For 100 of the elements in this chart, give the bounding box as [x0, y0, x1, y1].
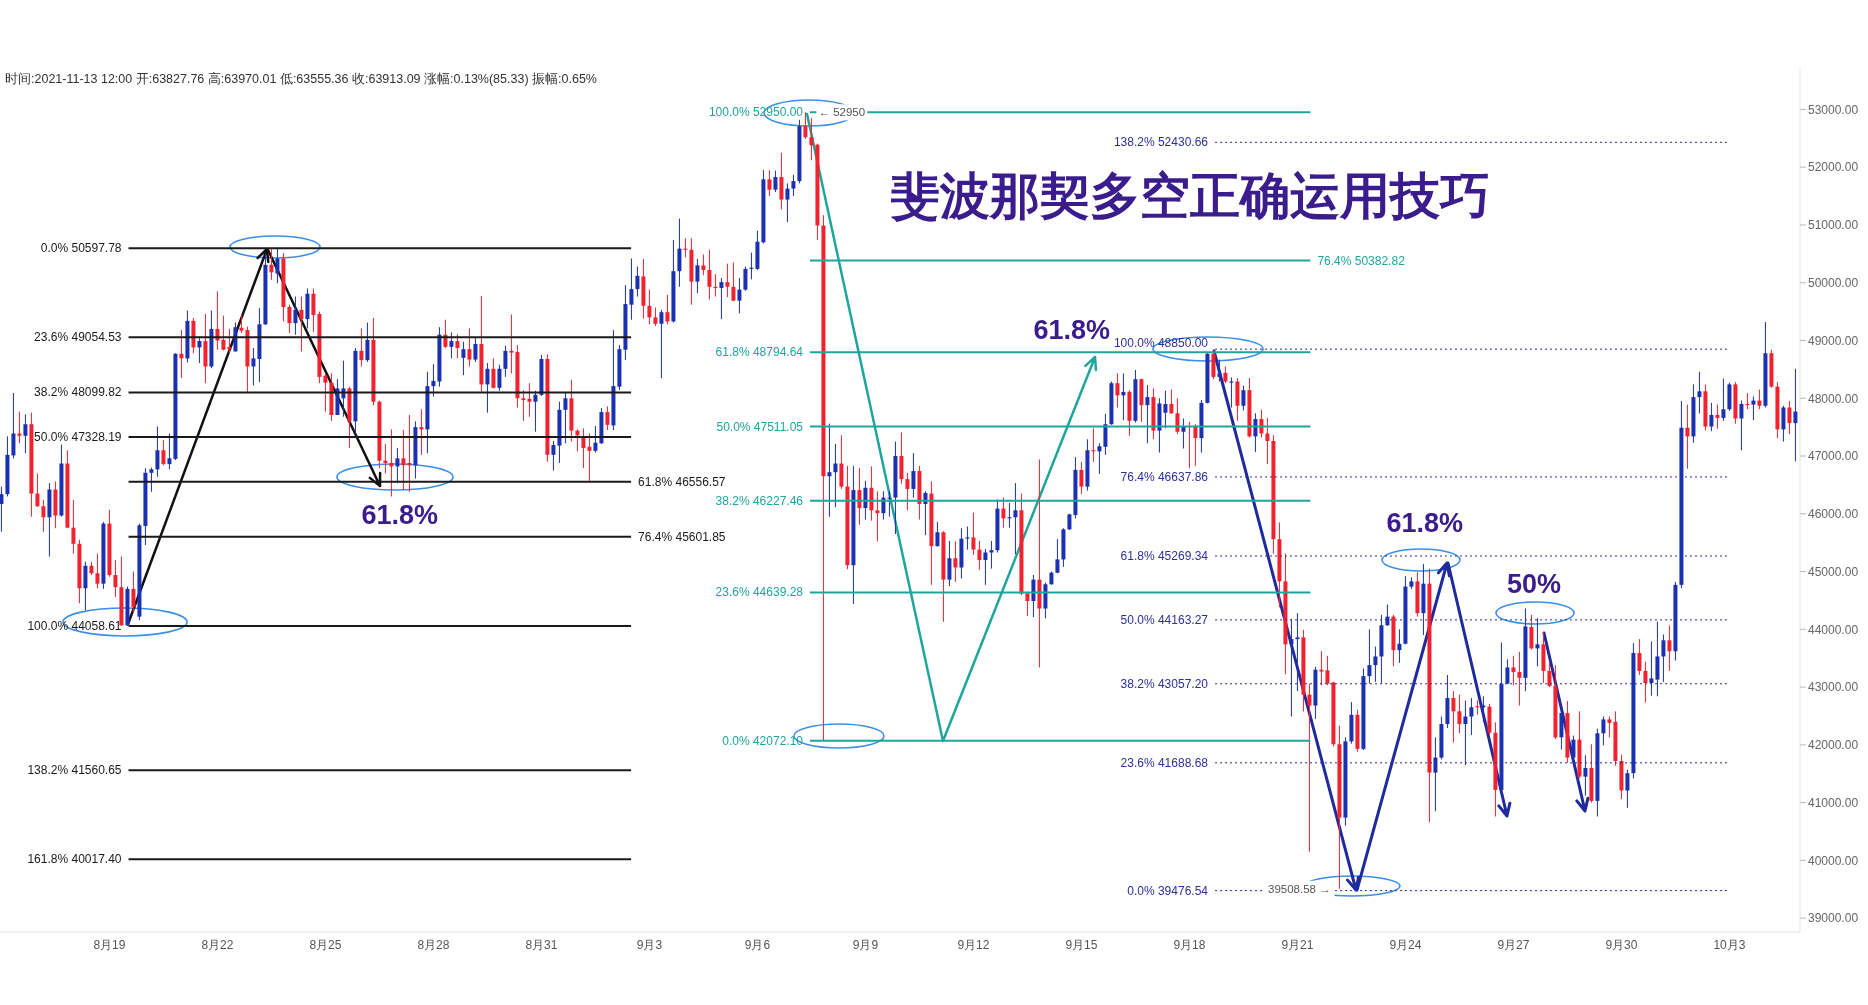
candlestick: [473, 337, 478, 363]
candlestick: [497, 364, 502, 392]
series-label: 38.2% 48099.82: [34, 385, 122, 400]
candlestick: [1709, 402, 1714, 432]
candlestick: [983, 548, 988, 586]
candlestick: [41, 499, 46, 533]
candlestick: [449, 331, 454, 359]
series-label: 23.6% 44639.28: [715, 585, 804, 600]
y-tick-label: 53000.00: [1808, 102, 1859, 117]
candlestick: [1055, 538, 1060, 574]
series-label: 23.6% 41688.68: [1120, 755, 1209, 770]
candlestick: [1529, 614, 1534, 651]
candlestick: [779, 152, 784, 210]
x-tick-label: 8月28: [417, 937, 450, 952]
series-label: 61.8% 48794.64: [715, 345, 804, 360]
series-label: 76.4% 50382.82: [1317, 253, 1406, 268]
y-tick-label: 45000.00: [1808, 564, 1859, 579]
annotation: 时间:2021-11-13 12:00 开:63827.76 高:63970.01 低:63555.36 收:63913.09 涨幅:0.13%(85.33) 振幅:0.65%: [5, 71, 597, 86]
candlestick: [1145, 384, 1150, 444]
candlestick: [323, 372, 328, 413]
candlestick: [1451, 690, 1456, 744]
series-label: 76.4% 45601.85: [638, 529, 726, 544]
candlestick: [899, 431, 904, 485]
candlestick: [395, 447, 400, 484]
candlestick: [1787, 400, 1792, 435]
candlestick: [1757, 389, 1762, 410]
candlestick: [1649, 640, 1654, 697]
candlestick: [767, 169, 772, 197]
series-label: 23.6% 49054.53: [34, 330, 122, 345]
candlestick: [935, 521, 940, 548]
candlestick: [1697, 371, 1702, 414]
series-label: 50.0% 47511.05: [716, 419, 804, 434]
y-tick-label: 52000.00: [1808, 160, 1859, 175]
candlestick: [1535, 617, 1540, 667]
y-tick-label: 49000.00: [1808, 333, 1859, 348]
candlestick: [635, 266, 640, 298]
x-tick-label: 9月24: [1389, 937, 1422, 952]
y-tick-label: 47000.00: [1808, 449, 1859, 464]
candlestick: [1607, 716, 1612, 738]
candlestick: [1169, 389, 1174, 415]
candlestick: [1655, 621, 1660, 697]
candlestick: [113, 559, 118, 598]
candlestick: [83, 561, 88, 611]
candlestick: [1469, 697, 1474, 736]
candlestick: [743, 266, 748, 292]
x-tick-label: 9月12: [957, 937, 990, 952]
candlestick: [161, 439, 166, 466]
candlestick: [1661, 634, 1666, 683]
candlestick: [1751, 396, 1756, 421]
candlestick: [809, 117, 814, 161]
candlestick: [491, 357, 496, 389]
candlestick: [149, 467, 154, 493]
candlestick: [461, 341, 466, 376]
candlestick: [1115, 372, 1120, 408]
candlestick: [803, 111, 808, 140]
candlestick: [11, 392, 16, 459]
text: 斐波那契多空正确运用技巧: [890, 167, 1490, 226]
candlestick: [1685, 404, 1690, 470]
candlestick: [1217, 359, 1222, 383]
candlestick: [659, 309, 664, 379]
series-label: 61.8% 45269.34: [1120, 548, 1209, 563]
candlestick: [95, 553, 100, 589]
candlestick: [311, 288, 316, 333]
x-tick-label: 9月21: [1281, 937, 1314, 952]
candlestick: [1781, 405, 1786, 443]
candlestick: [1241, 385, 1246, 411]
candlestick: [719, 277, 724, 320]
series-label: 38.2% 46227.46: [715, 493, 804, 508]
candlestick: [521, 389, 526, 422]
candlestick: [629, 257, 634, 321]
candlestick: [1079, 461, 1084, 495]
candlestick: [665, 294, 670, 325]
candlestick: [1547, 661, 1552, 688]
candlestick: [1739, 400, 1744, 451]
candlestick: [551, 440, 556, 471]
candlestick: [467, 327, 472, 367]
candlestick: [269, 248, 274, 281]
candlestick: [791, 174, 796, 197]
series-label: 38.2% 43057.20: [1120, 676, 1209, 691]
candlestick: [1211, 348, 1216, 380]
candlestick: [773, 170, 778, 193]
candlestick: [17, 411, 22, 444]
candlestick: [455, 333, 460, 359]
candlestick: [527, 382, 532, 418]
candlestick: [365, 322, 370, 363]
candlestick: [221, 315, 226, 351]
candlestick: [1295, 612, 1300, 692]
candlestick: [1457, 694, 1462, 734]
candlestick: [587, 432, 592, 482]
candlestick: [701, 253, 706, 276]
y-tick-label: 50000.00: [1808, 275, 1859, 290]
candlestick: [1367, 628, 1372, 685]
candlestick: [197, 335, 202, 364]
candlestick: [431, 363, 436, 398]
candlestick: [785, 182, 790, 223]
candlestick: [293, 296, 298, 336]
candlestick: [647, 289, 652, 325]
annotation: 61.8%: [361, 499, 439, 530]
candlestick: [1289, 618, 1294, 718]
candlestick: [905, 472, 910, 511]
